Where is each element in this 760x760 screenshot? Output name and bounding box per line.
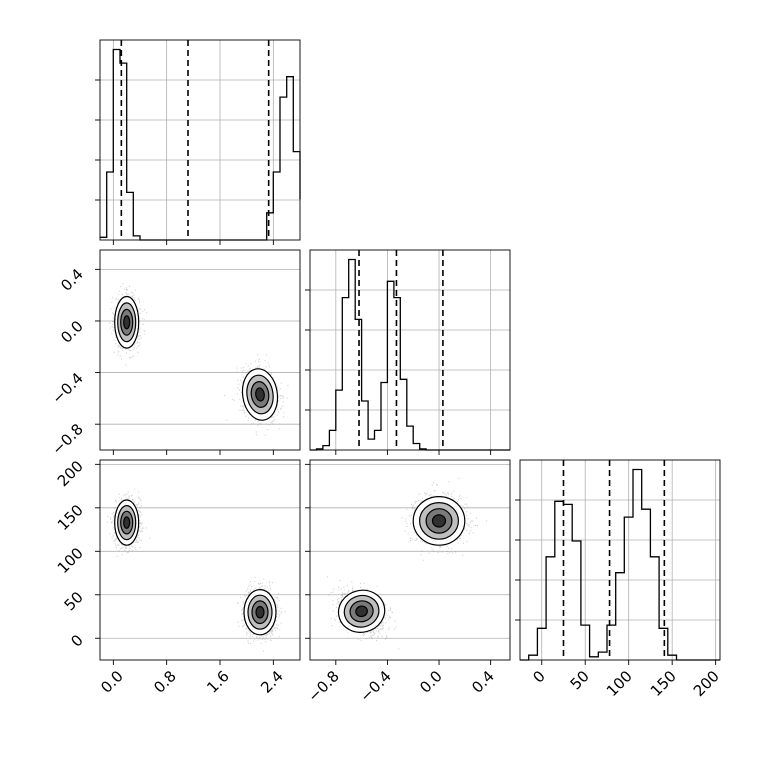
contour-level-3 [255, 605, 265, 619]
contour-level-3 [123, 516, 131, 529]
contour-level-3 [355, 605, 368, 618]
hist-step-line [520, 468, 720, 661]
cluster-0 [106, 488, 151, 557]
cluster-0 [327, 576, 400, 650]
cluster-0 [109, 283, 148, 366]
contour-level-3 [123, 315, 131, 330]
panel-scatter-0-2 [95, 459, 301, 665]
cluster-1 [401, 477, 488, 561]
cluster-1 [224, 354, 289, 436]
panel-hist-2 [515, 459, 721, 665]
panel-scatter-0-1 [95, 249, 301, 455]
panel-hist-0 [95, 39, 301, 245]
panel-scatter-1-2 [305, 459, 511, 665]
panel-hist-1 [305, 249, 511, 455]
contour-level-3 [255, 387, 265, 402]
contour-level-3 [431, 514, 447, 528]
cluster-1 [237, 576, 286, 652]
